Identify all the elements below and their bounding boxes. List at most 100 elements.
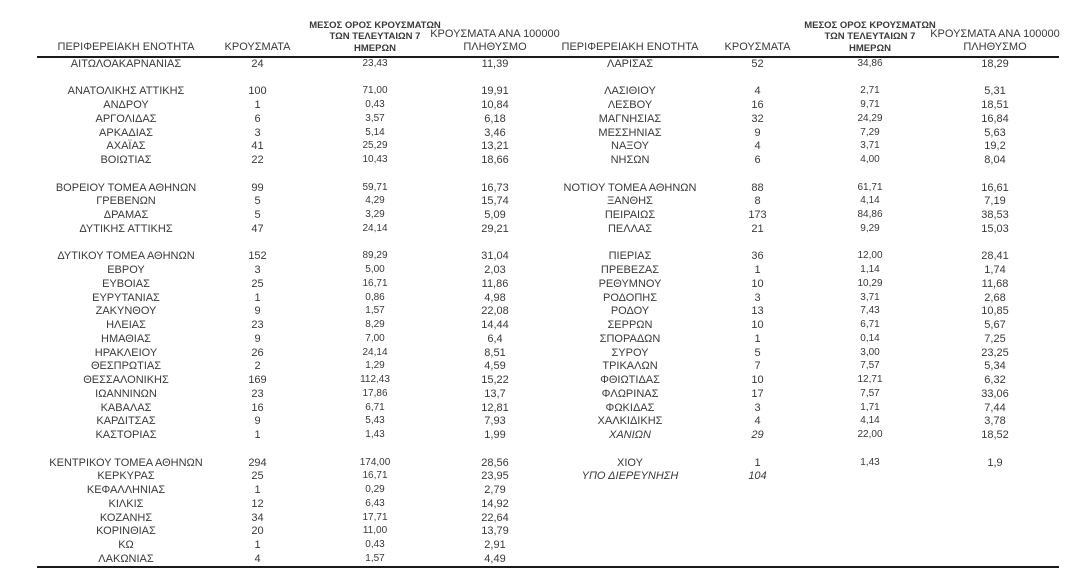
table-row: ΔΥΤΙΚΗΣ ΑΤΤΙΚΗΣ 47 24,14 29,21 bbox=[37, 222, 540, 236]
region-cell: ΗΡΑΚΛΕΙΟΥ bbox=[94, 346, 158, 359]
cases-cell: 12 bbox=[251, 497, 264, 510]
header-avg7: ΜΕΣΟΣ ΟΡΟΣ ΚΡΟΥΣΜΑΤΩΝ ΤΩΝ ΤΕΛΕΥΤΑΙΩΝ 7 Η… bbox=[804, 20, 936, 58]
region-cell: ΠΡΕΒΕΖΑΣ bbox=[600, 264, 660, 277]
spacer-row bbox=[555, 236, 1060, 250]
cases-cell: 6 bbox=[254, 112, 261, 125]
cases-cell: 88 bbox=[751, 181, 764, 194]
cases-cell: 9 bbox=[254, 305, 261, 318]
table-row: ΤΡΙΚΑΛΩΝ 7 7,57 5,34 bbox=[555, 360, 1060, 374]
avg7-cell: 1,71 bbox=[860, 401, 880, 413]
cases-cell: 104 bbox=[748, 470, 767, 483]
header-avg7-line2: ΤΩΝ ΤΕΛΕΥΤΑΙΩΝ 7 bbox=[824, 31, 916, 42]
header-cases-label: ΚΡΟΥΣΜΑΤΑ bbox=[224, 41, 291, 53]
avg7-cell: 7,00 bbox=[365, 332, 385, 344]
table-row: ΛΕΣΒΟΥ 16 9,71 18,51 bbox=[555, 98, 1060, 112]
per100k-cell: 8,04 bbox=[984, 154, 1006, 167]
region-cell: ΡΕΘΥΜΝΟΥ bbox=[598, 277, 662, 290]
header-avg7-line1: ΜΕΣΟΣ ΟΡΟΣ ΚΡΟΥΣΜΑΤΩΝ bbox=[804, 19, 936, 31]
cases-cell: 24 bbox=[251, 57, 264, 70]
per100k-cell: 2,03 bbox=[484, 264, 506, 277]
avg7-cell: 3,00 bbox=[860, 346, 880, 358]
cases-cell: 13 bbox=[751, 305, 764, 318]
per100k-cell: 16,84 bbox=[981, 112, 1009, 125]
header-cases-label: ΚΡΟΥΣΜΑΤΑ bbox=[724, 41, 791, 53]
cases-cell: 22 bbox=[251, 154, 264, 167]
table-row: ΗΡΑΚΛΕΙΟΥ 26 24,14 8,51 bbox=[37, 346, 540, 360]
per100k-cell: 28,56 bbox=[481, 456, 509, 469]
table-row: ΚΟΖΑΝΗΣ 34 17,71 22,64 bbox=[37, 511, 540, 525]
avg7-cell: 89,29 bbox=[362, 250, 388, 262]
per100k-cell: 13,21 bbox=[481, 140, 509, 153]
avg7-cell: 112,43 bbox=[360, 374, 390, 386]
cases-cell: 169 bbox=[248, 374, 267, 387]
cases-cell: 1 bbox=[254, 429, 261, 442]
avg7-cell: 5,14 bbox=[365, 126, 385, 138]
per100k-cell: 33,06 bbox=[981, 387, 1009, 400]
header-region-label: ΠΕΡΙΦΕΡΕΙΑΚΗ ΕΝΟΤΗΤΑ bbox=[561, 41, 699, 53]
region-cell: ΙΩΑΝΝΙΝΩΝ bbox=[95, 387, 157, 400]
header-avg7-line3: ΗΜΕΡΩΝ bbox=[354, 42, 396, 54]
cases-cell: 1 bbox=[754, 456, 761, 469]
cases-cell: 34 bbox=[251, 511, 264, 524]
region-cell: ΑΝΑΤΟΛΙΚΗΣ ΑΤΤΙΚΗΣ bbox=[67, 85, 185, 98]
avg7-cell: 2,71 bbox=[860, 85, 880, 97]
avg7-cell: 7,57 bbox=[860, 360, 880, 372]
header-per100k: ΚΡΟΥΣΜΑΤΑ ΑΝΑ 100000 ΠΛΗΘΥΣΜΟ bbox=[930, 28, 1060, 57]
spacer-row bbox=[37, 236, 540, 250]
per100k-cell: 5,63 bbox=[984, 126, 1006, 139]
cases-cell: 3 bbox=[754, 401, 761, 414]
region-cell: ΠΕΛΛΑΣ bbox=[607, 222, 653, 235]
per100k-cell: 22,08 bbox=[481, 305, 509, 318]
cases-cell: 47 bbox=[251, 222, 264, 235]
bottom-border-line bbox=[37, 566, 1059, 568]
table-row: ΚΩ 1 0,43 2,91 bbox=[37, 538, 540, 552]
table-row: ΑΡΓΟΛΙΔΑΣ 6 3,57 6,18 bbox=[37, 112, 540, 126]
region-cell: ΚΕΦΑΛΛΗΝΙΑΣ bbox=[86, 484, 166, 497]
cases-cell: 20 bbox=[251, 525, 264, 538]
region-cell: ΚΕΡΚΥΡΑΣ bbox=[97, 470, 155, 483]
per100k-cell: 13,7 bbox=[484, 387, 506, 400]
table-row: ΕΒΡΟΥ 3 5,00 2,03 bbox=[37, 263, 540, 277]
per100k-cell: 11,86 bbox=[481, 277, 509, 290]
per100k-cell: 3,78 bbox=[984, 415, 1006, 428]
per100k-cell: 23,95 bbox=[481, 470, 509, 483]
table-row: ΓΡΕΒΕΝΩΝ 5 4,29 15,74 bbox=[37, 195, 540, 209]
region-cell: ΚΑΣΤΟΡΙΑΣ bbox=[95, 429, 157, 442]
left-table-header: ΠΕΡΙΦΕΡΕΙΑΚΗ ΕΝΟΤΗΤΑ ΚΡΟΥΣΜΑΤΑ ΜΕΣΟΣ ΟΡΟ… bbox=[37, 10, 560, 57]
table-row: ΛΑΣΙΘΙΟΥ 4 2,71 5,31 bbox=[555, 85, 1060, 99]
per100k-cell: 15,22 bbox=[481, 374, 509, 387]
cases-cell: 3 bbox=[254, 264, 261, 277]
table-row: ΘΕΣΣΑΛΟΝΙΚΗΣ 169 112,43 15,22 bbox=[37, 373, 540, 387]
table-row: ΦΘΙΩΤΙΔΑΣ 10 12,71 6,32 bbox=[555, 373, 1060, 387]
table-row: ΝΟΤΙΟΥ ΤΟΜΕΑ ΑΘΗΝΩΝ 88 61,71 16,61 bbox=[555, 181, 1060, 195]
region-cell: ΖΑΚΥΝΘΟΥ bbox=[95, 305, 157, 318]
right-table-header: ΠΕΡΙΦΕΡΕΙΑΚΗ ΕΝΟΤΗΤΑ ΚΡΟΥΣΜΑΤΑ ΜΕΣΟΣ ΟΡΟ… bbox=[555, 10, 1060, 57]
region-cell: ΗΜΑΘΙΑΣ bbox=[101, 332, 151, 345]
region-cell: ΝΗΣΩΝ bbox=[610, 154, 650, 167]
avg7-cell: 1,14 bbox=[860, 264, 880, 276]
table-row: ΑΡΚΑΔΙΑΣ 3 5,14 3,46 bbox=[37, 126, 540, 140]
table-row: ΠΡΕΒΕΖΑΣ 1 1,14 1,74 bbox=[555, 263, 1060, 277]
avg7-cell: 3,29 bbox=[365, 209, 385, 221]
region-cell: ΞΑΝΘΗΣ bbox=[607, 195, 653, 208]
per100k-cell: 2,79 bbox=[484, 484, 506, 497]
per100k-cell: 10,84 bbox=[481, 99, 509, 112]
avg7-cell: 22,00 bbox=[857, 429, 883, 441]
per100k-cell: 15,03 bbox=[981, 222, 1009, 235]
region-cell: ΔΥΤΙΚΟΥ ΤΟΜΕΑ ΑΘΗΝΩΝ bbox=[57, 250, 195, 263]
per100k-cell: 4,98 bbox=[484, 291, 506, 304]
region-cell: ΝΑΞΟΥ bbox=[611, 140, 649, 153]
avg7-cell: 4,00 bbox=[860, 154, 880, 166]
table-row: ΠΕΙΡΑΙΩΣ 173 84,86 38,53 bbox=[555, 208, 1060, 222]
avg7-cell: 24,29 bbox=[857, 112, 883, 124]
avg7-cell: 25,29 bbox=[362, 140, 388, 152]
per100k-cell: 11,39 bbox=[481, 57, 509, 70]
table-row: ΡΟΔΟΠΗΣ 3 3,71 2,68 bbox=[555, 291, 1060, 305]
per100k-cell: 10,85 bbox=[981, 305, 1009, 318]
avg7-cell: 9,29 bbox=[860, 222, 880, 234]
avg7-cell: 17,86 bbox=[362, 387, 388, 399]
region-cell: ΦΘΙΩΤΙΔΑΣ bbox=[600, 374, 660, 387]
left-table-body: ΑΙΤΩΛΟΑΚΑΡΝΑΝΙΑΣ 24 23,43 11,39 ΑΝΑΤΟΛΙΚΗΣ Α… bbox=[37, 57, 540, 566]
region-cell: ΕΒΡΟΥ bbox=[107, 264, 145, 277]
per100k-cell: 6,4 bbox=[487, 332, 503, 345]
